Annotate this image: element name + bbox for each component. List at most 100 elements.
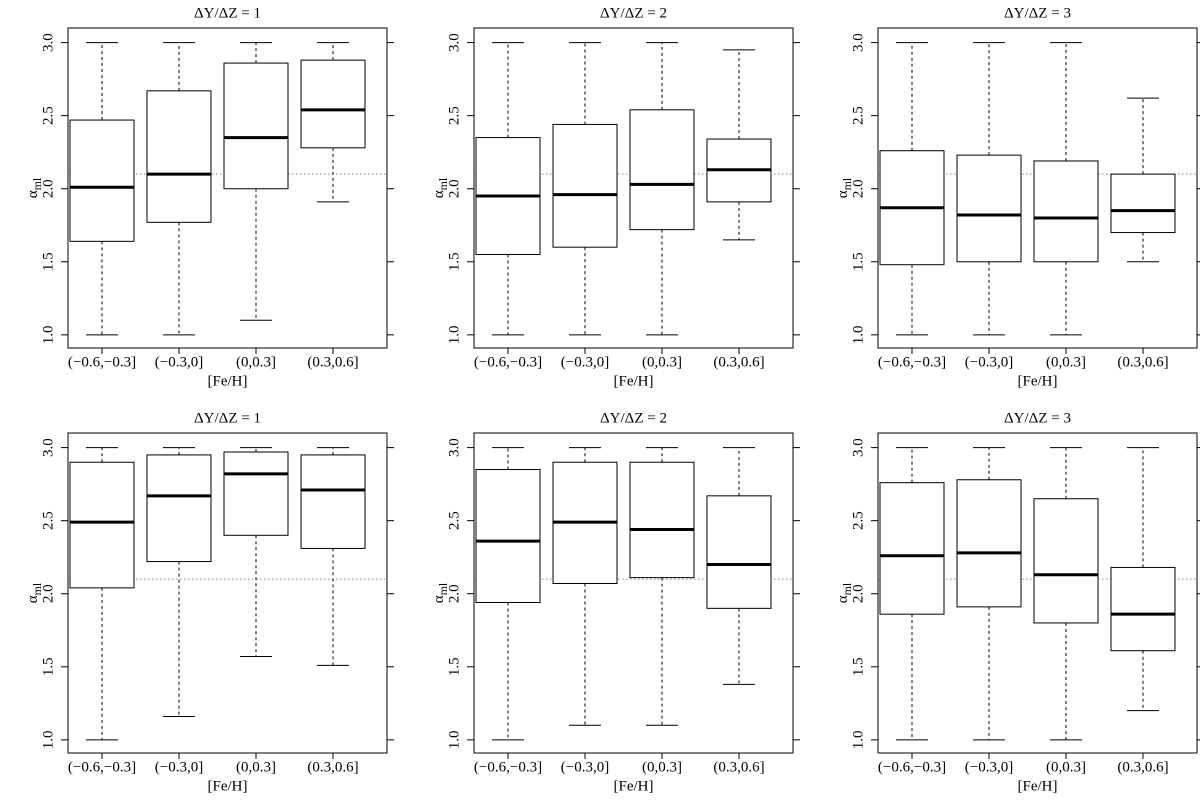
- box: [956, 479, 1022, 608]
- box: [1110, 566, 1176, 652]
- panel-title: ΔY/ΔZ = 3: [1004, 5, 1071, 21]
- y-tick-label: 3.0: [446, 438, 462, 457]
- y-tick-label: 2.5: [850, 106, 866, 125]
- y-tick-label: 2.0: [40, 584, 56, 603]
- x-tick-label: (0,0.3]: [642, 354, 682, 370]
- box: [223, 62, 289, 190]
- y-tick-label: 1.0: [446, 325, 462, 344]
- y-tick-label: 3.0: [850, 438, 866, 457]
- y-axis-subscript: ml: [436, 582, 450, 595]
- x-tick-label: (0.3,0.6]: [713, 354, 764, 370]
- x-tick-label: (0,0.3]: [642, 759, 682, 775]
- y-tick-label: 2.5: [446, 511, 462, 530]
- y-tick-label: 1.5: [850, 252, 866, 271]
- y-tick-label: 1.0: [40, 730, 56, 749]
- panel: ΔY/ΔZ = 3 [Fe/H] αml 1.0 1.5 2.0 2.5 3.0 (−0.6,−…: [835, 5, 1200, 389]
- x-axis-label: [Fe/H]: [614, 778, 654, 794]
- plot-frame: [473, 432, 794, 754]
- box: [552, 123, 618, 248]
- box: [956, 154, 1022, 263]
- y-tick-label: 1.5: [40, 657, 56, 676]
- x-tick-label: (0.3,0.6]: [307, 759, 358, 775]
- y-tick-label: 3.0: [850, 33, 866, 52]
- y-axis-label: αml: [25, 582, 43, 603]
- x-axis-label: [Fe/H]: [208, 373, 248, 389]
- box: [223, 451, 289, 536]
- panel: ΔY/ΔZ = 3 [Fe/H] αml 1.0 1.5 2.0 2.5 3.0 (−0.6,−…: [835, 410, 1200, 794]
- x-tick-label: (−0.6,−0.3]: [68, 759, 136, 775]
- x-axis-label: [Fe/H]: [1018, 373, 1058, 389]
- y-axis-subscript: ml: [30, 582, 44, 595]
- y-axis-symbol: α: [835, 595, 851, 603]
- y-tick-label: 1.0: [850, 325, 866, 344]
- y-tick-label: 1.5: [446, 657, 462, 676]
- x-tick-label: (0.3,0.6]: [1117, 354, 1168, 370]
- y-tick-label: 2.5: [446, 106, 462, 125]
- x-tick-label: (−0.3,0]: [965, 354, 1013, 370]
- x-tick-label: (−0.6,−0.3]: [878, 354, 946, 370]
- x-axis-label: [Fe/H]: [614, 373, 654, 389]
- panel: ΔY/ΔZ = 1 [Fe/H] αml 1.0 1.5 2.0 2.5 3.0 (−0.6,−…: [25, 5, 394, 389]
- box: [879, 482, 945, 615]
- x-tick-label: (−0.3,0]: [965, 759, 1013, 775]
- y-axis-subscript: ml: [840, 177, 854, 190]
- y-tick-label: 1.5: [446, 252, 462, 271]
- x-tick-label: (0.3,0.6]: [713, 759, 764, 775]
- y-axis-subscript: ml: [30, 177, 44, 190]
- y-tick-label: 1.0: [40, 325, 56, 344]
- x-tick-label: (−0.3,0]: [155, 759, 203, 775]
- plot-frame: [473, 27, 794, 349]
- box: [300, 59, 366, 149]
- y-tick-label: 2.0: [850, 584, 866, 603]
- box: [1033, 160, 1099, 263]
- box: [629, 109, 695, 231]
- x-tick-label: (−0.6,−0.3]: [878, 759, 946, 775]
- y-tick-label: 2.5: [850, 511, 866, 530]
- box: [1110, 173, 1176, 234]
- x-tick-label: (−0.6,−0.3]: [474, 759, 542, 775]
- y-axis-label: αml: [835, 582, 853, 603]
- x-tick-label: (−0.6,−0.3]: [68, 354, 136, 370]
- y-tick-label: 3.0: [446, 33, 462, 52]
- y-tick-label: 2.0: [850, 179, 866, 198]
- panel-title: ΔY/ΔZ = 2: [600, 5, 667, 21]
- y-axis-label: αml: [835, 177, 853, 198]
- x-tick-label: (−0.3,0]: [561, 354, 609, 370]
- y-axis-label: αml: [25, 177, 43, 198]
- box: [146, 454, 212, 563]
- y-axis-symbol: α: [835, 190, 851, 198]
- x-tick-label: (−0.3,0]: [155, 354, 203, 370]
- y-tick-label: 2.5: [40, 511, 56, 530]
- y-tick-label: 3.0: [40, 33, 56, 52]
- x-tick-label: (0.3,0.6]: [1117, 759, 1168, 775]
- x-tick-label: (0.3,0.6]: [307, 354, 358, 370]
- x-tick-label: (0,0.3]: [1046, 354, 1086, 370]
- box: [475, 469, 541, 603]
- y-tick-label: 1.0: [446, 730, 462, 749]
- box: [1033, 498, 1099, 624]
- x-axis-label: [Fe/H]: [1018, 778, 1058, 794]
- x-tick-label: (0,0.3]: [236, 354, 276, 370]
- plot-frame: [877, 432, 1198, 754]
- box: [69, 119, 135, 242]
- y-tick-label: 1.5: [40, 252, 56, 271]
- box: [300, 454, 366, 549]
- x-tick-label: (0,0.3]: [236, 759, 276, 775]
- box: [706, 495, 772, 609]
- box: [69, 461, 135, 589]
- x-tick-label: (−0.6,−0.3]: [474, 354, 542, 370]
- y-axis-subscript: ml: [840, 582, 854, 595]
- panel: ΔY/ΔZ = 2 [Fe/H] αml 1.0 1.5 2.0 2.5 3.0 (−0.6,−…: [431, 410, 800, 794]
- y-tick-label: 3.0: [40, 438, 56, 457]
- x-tick-label: (−0.3,0]: [561, 759, 609, 775]
- y-axis-label: αml: [431, 177, 449, 198]
- plot-frame: [67, 27, 388, 349]
- y-axis-label: αml: [431, 582, 449, 603]
- panel: ΔY/ΔZ = 2 [Fe/H] αml 1.0 1.5 2.0 2.5 3.0 (−0.6,−…: [431, 5, 800, 389]
- plot-frame: [877, 27, 1198, 349]
- y-tick-label: 2.0: [446, 179, 462, 198]
- y-axis-symbol: α: [25, 190, 41, 198]
- box: [146, 90, 212, 223]
